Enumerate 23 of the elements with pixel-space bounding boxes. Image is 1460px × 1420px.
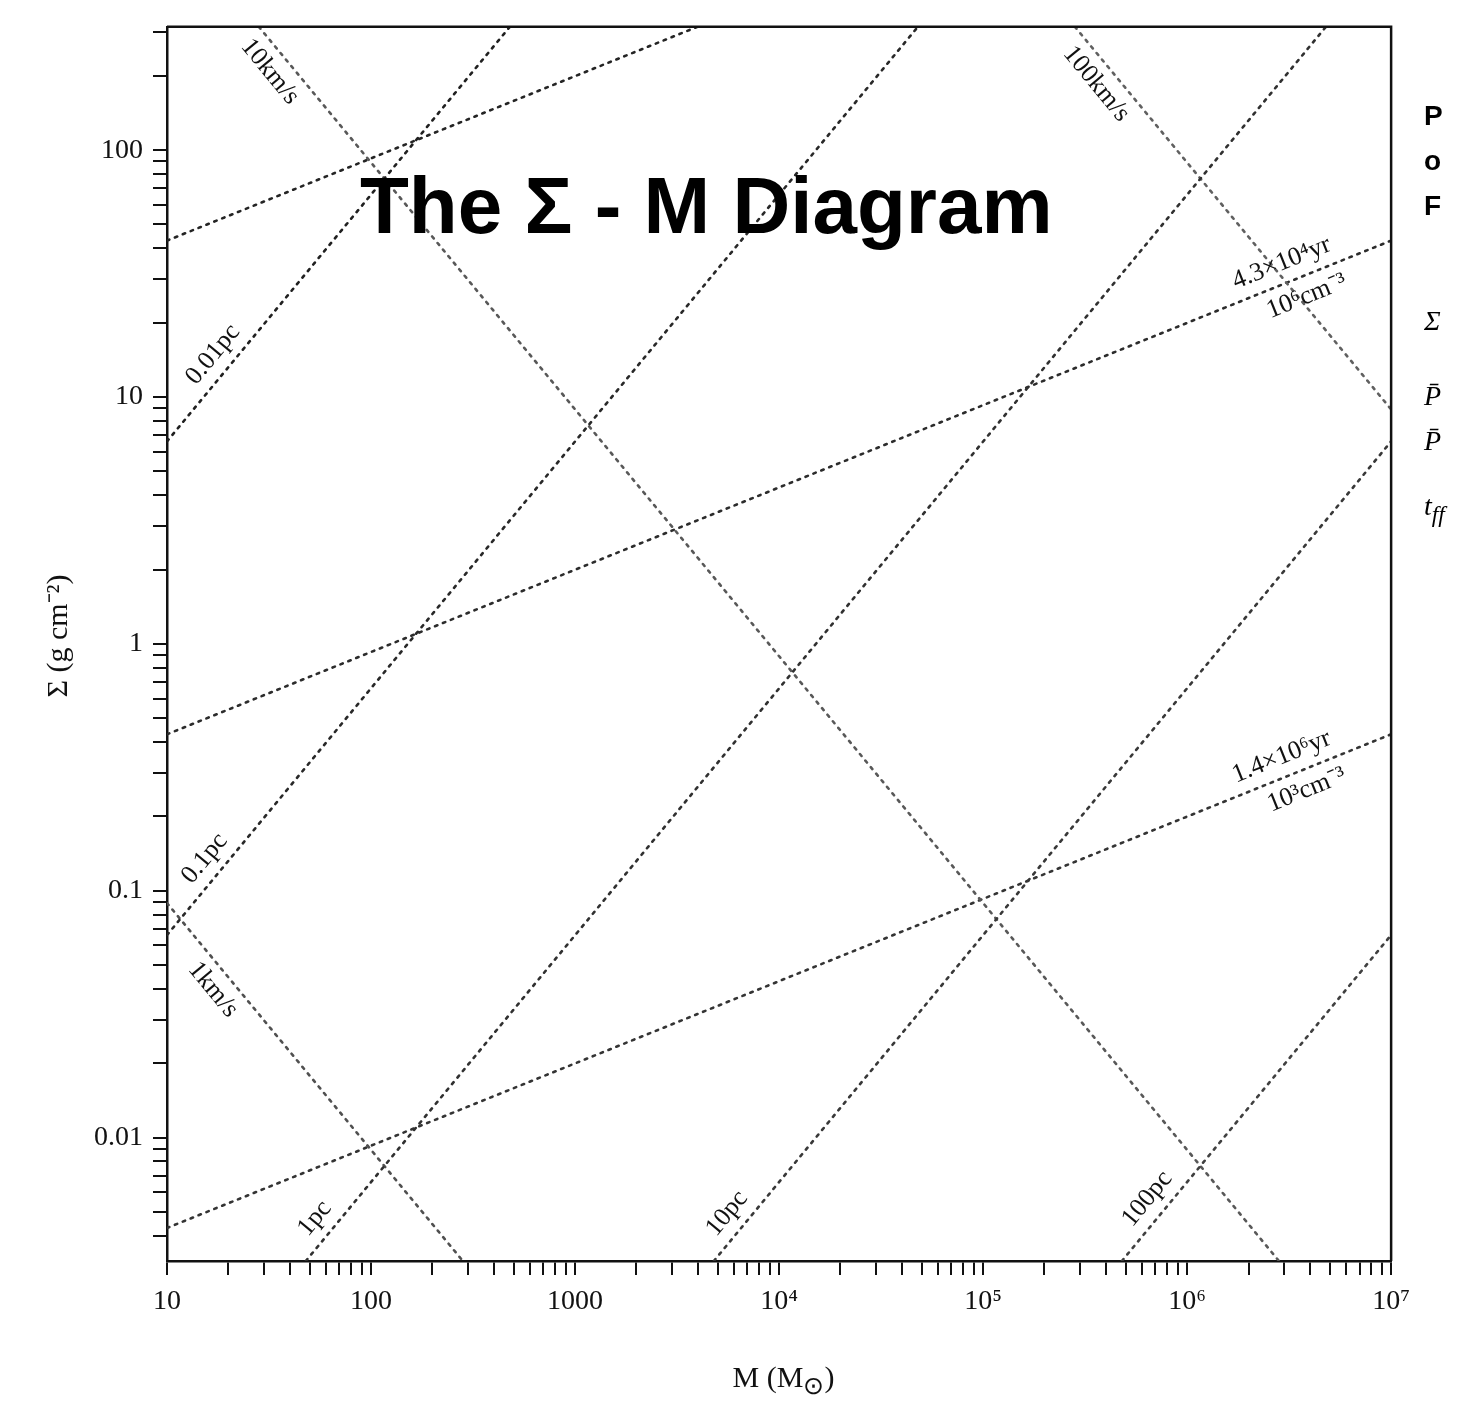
y-tick-label: 0.01 [94,1119,143,1151]
x-axis-title: M (M$_{⊙}$) [732,1360,835,1399]
x-tick-label: 10⁶ [1168,1284,1206,1316]
x-tick-label: 10 [153,1284,181,1316]
x-tick-label: 1000 [547,1284,604,1316]
y-tick-label: 10 [115,379,143,411]
x-tick-label: 10⁷ [1372,1284,1410,1316]
text: P [1424,100,1443,132]
y-tick-label: 0.1 [108,873,143,905]
y-axis-title: Σ (g cm⁻²) [38,574,74,698]
text: P̄ [1424,425,1442,457]
text: F [1424,190,1442,222]
x-tick-label: 10⁵ [964,1284,1002,1316]
y-tick-label: 100 [101,132,143,164]
x-tick-label: 100 [350,1284,393,1316]
text: The Σ - M Diagram [360,160,1053,252]
annotation: 10pc [698,1183,753,1242]
y-tick-label: 1 [129,626,143,658]
text: o [1424,145,1442,177]
annotation: 1pc [290,1193,337,1242]
text: Σ [1424,305,1441,337]
text: P̄ [1424,380,1442,412]
x-tick-label: 10⁴ [760,1284,798,1316]
